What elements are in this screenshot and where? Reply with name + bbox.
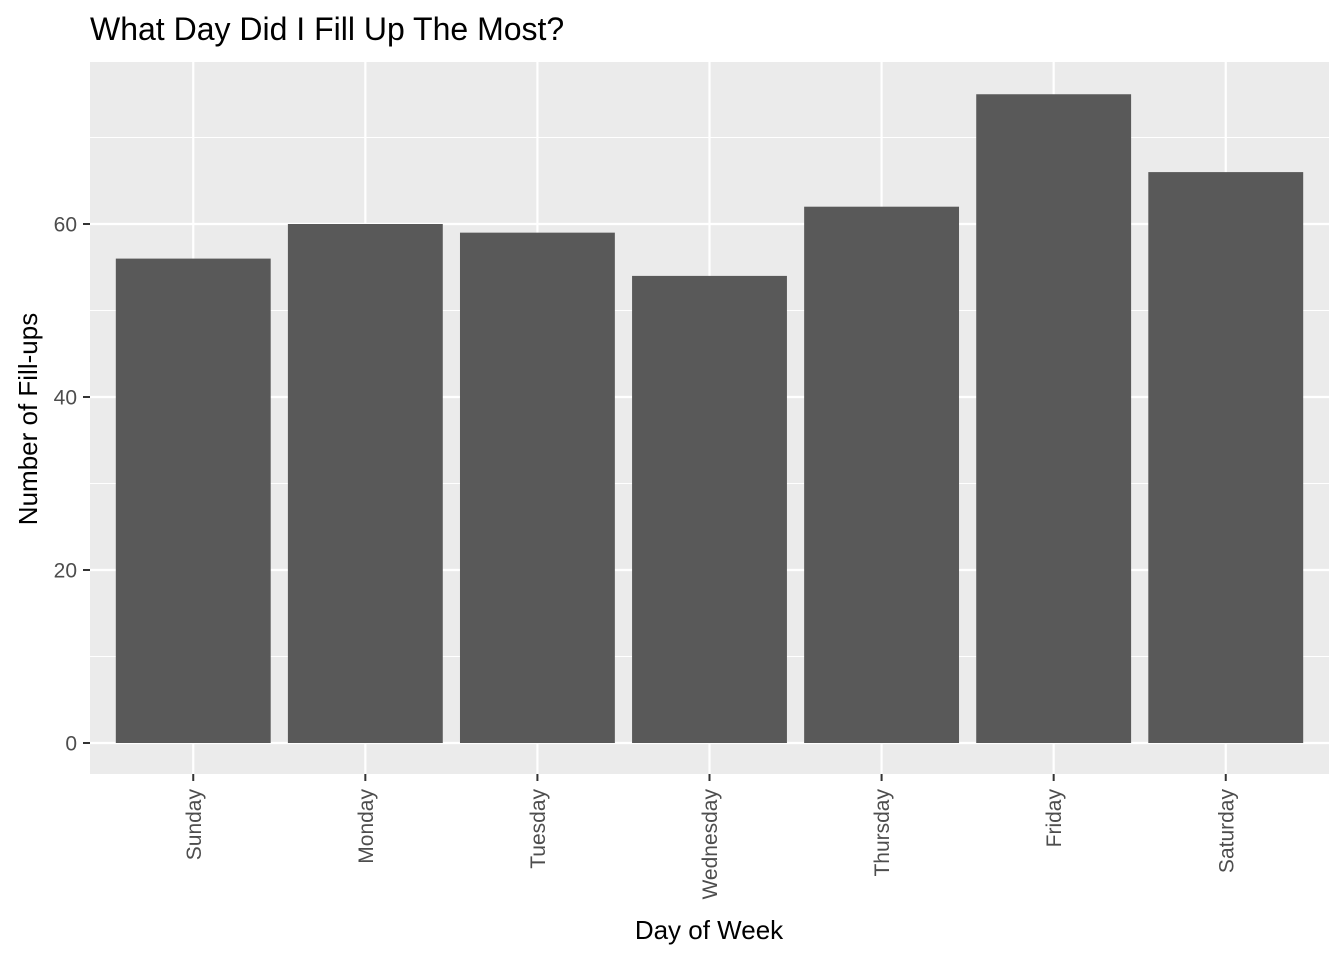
x-tick-label: Wednesday (699, 789, 722, 900)
x-tick-label: Tuesday (527, 789, 550, 869)
y-tick-label: 0 (65, 733, 77, 756)
y-tick-label: 60 (54, 214, 77, 237)
bar-friday (976, 94, 1132, 743)
bar-thursday (804, 206, 960, 743)
x-axis-title: Day of Week (635, 915, 784, 945)
x-tick-label: Monday (355, 789, 378, 864)
bar-tuesday (459, 232, 615, 743)
y-axis-title: Number of Fill-ups (13, 313, 43, 525)
x-tick-label: Sunday (183, 789, 206, 861)
y-axis: 0 20 40 60 (54, 214, 90, 756)
bar-saturday (1148, 172, 1304, 744)
chart-title: What Day Did I Fill Up The Most? (90, 11, 564, 47)
bars (115, 94, 1304, 744)
bar-sunday (115, 258, 271, 743)
bar-wednesday (632, 275, 787, 743)
x-tick-label: Thursday (871, 789, 894, 877)
y-tick-label: 20 (54, 560, 77, 583)
x-axis: Sunday Monday Tuesday Wednesday Thursday Frid… (183, 774, 1238, 900)
x-tick-label: Saturday (1215, 789, 1238, 874)
x-tick-label: Friday (1043, 789, 1066, 848)
y-tick-label: 40 (54, 387, 77, 410)
bar-monday (287, 224, 443, 743)
